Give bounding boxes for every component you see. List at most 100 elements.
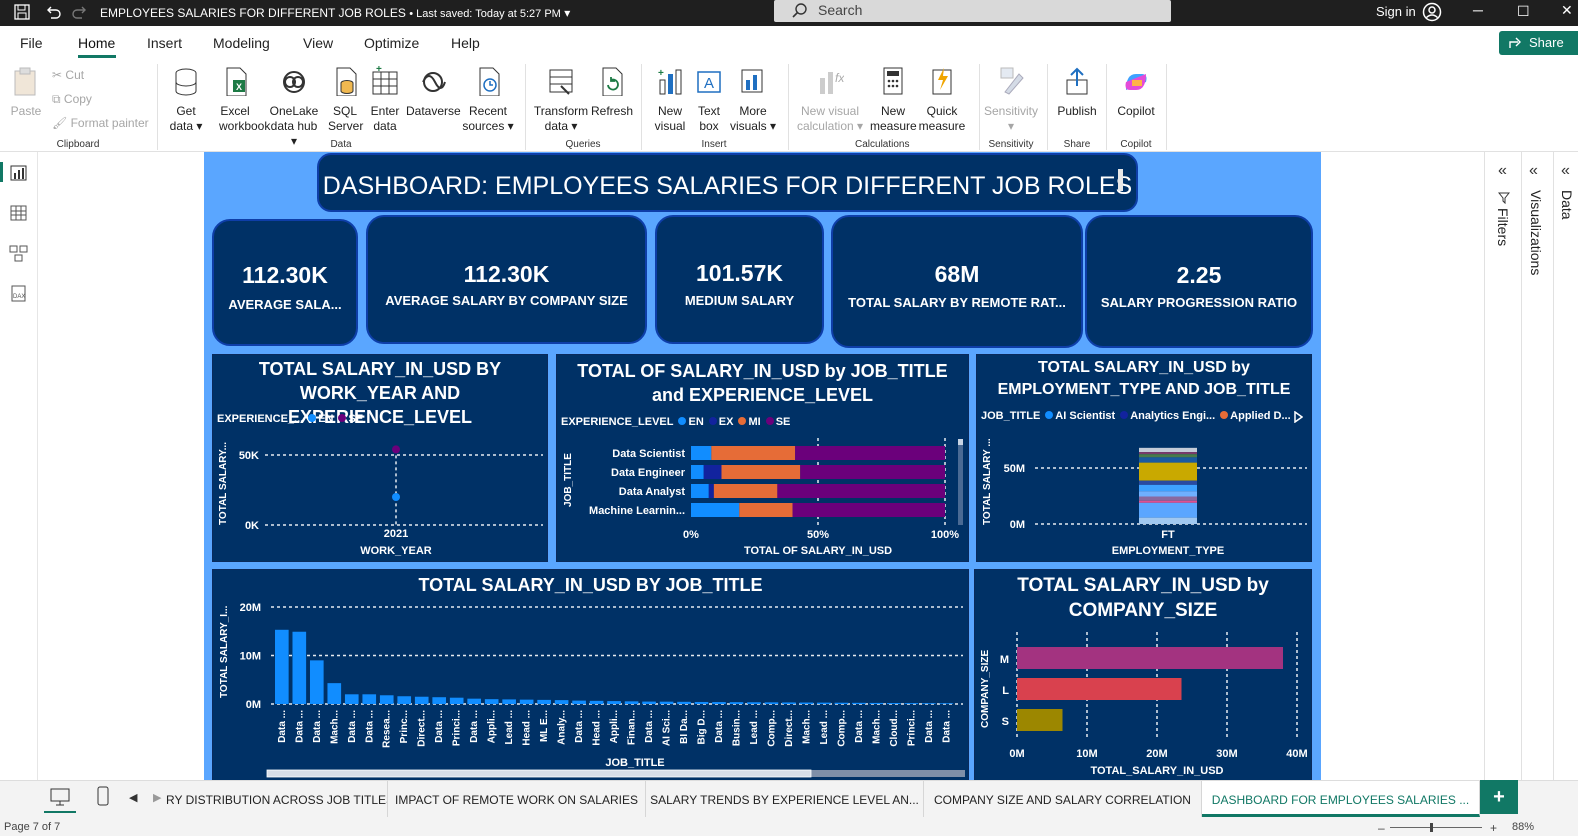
transform-data-button[interactable]: Transform data ▾ bbox=[533, 66, 589, 134]
chart-salary-by-job-title[interactable]: TOTAL SALARY_IN_USD BY JOB_TITLE 0M 10M 20… bbox=[212, 569, 969, 781]
stacked-segment[interactable] bbox=[1139, 496, 1197, 501]
sensitivity-button[interactable]: Sensitivity ▾ bbox=[983, 66, 1039, 134]
kpi-card-salary-progression-ratio[interactable]: 2.25 SALARY PROGRESSION RATIO bbox=[1085, 215, 1313, 348]
column-bar[interactable] bbox=[764, 702, 779, 704]
scrollbar-track[interactable] bbox=[958, 439, 963, 525]
new-measure-button[interactable]: New measure bbox=[870, 66, 917, 134]
column-bar[interactable] bbox=[694, 701, 709, 704]
bar-segment-se[interactable] bbox=[777, 484, 945, 498]
table-view-icon[interactable] bbox=[9, 204, 29, 222]
get-data-button[interactable]: Get data ▾ bbox=[166, 66, 206, 134]
data-point-SE[interactable] bbox=[392, 445, 400, 454]
bar-segment-se[interactable] bbox=[800, 465, 945, 479]
stacked-segment[interactable] bbox=[1139, 484, 1197, 492]
stacked-segment[interactable] bbox=[1139, 452, 1197, 455]
column-bar[interactable] bbox=[659, 701, 674, 704]
bar-segment-mi[interactable] bbox=[713, 484, 778, 498]
column-bar[interactable] bbox=[869, 702, 884, 704]
stacked-segment[interactable] bbox=[1139, 454, 1197, 458]
scrollbar-thumb[interactable] bbox=[266, 769, 812, 778]
new-visual-calculation-button[interactable]: fx New visual calculation ▾ bbox=[796, 66, 864, 134]
desktop-layout-icon[interactable] bbox=[50, 788, 70, 806]
quick-measure-button[interactable]: Quick measure bbox=[918, 66, 966, 134]
column-bar[interactable] bbox=[939, 703, 954, 704]
bar-segment-ex[interactable] bbox=[703, 465, 722, 479]
enter-data-button[interactable]: + Enter data bbox=[369, 64, 401, 134]
document-title[interactable]: EMPLOYEES SALARIES FOR DIFFERENT JOB ROL… bbox=[100, 6, 571, 20]
cut-button[interactable]: ✂ Cut bbox=[52, 68, 85, 82]
tab-salary-distribution[interactable]: RY DISTRIBUTION ACROSS JOB TITLES bbox=[166, 781, 388, 817]
excel-workbook-button[interactable]: X Excel workbook bbox=[219, 66, 270, 134]
filters-pane-label[interactable]: Filters bbox=[1495, 208, 1511, 247]
column-bar[interactable] bbox=[904, 703, 919, 704]
recent-sources-button[interactable]: Recent sources ▾ bbox=[462, 66, 514, 134]
column-bar[interactable] bbox=[642, 701, 656, 704]
stacked-segment[interactable] bbox=[1139, 457, 1197, 463]
column-bar[interactable] bbox=[817, 702, 831, 704]
copy-button[interactable]: ⧉ Copy bbox=[52, 92, 92, 106]
collapse-visualizations-icon[interactable]: « bbox=[1529, 162, 1538, 179]
add-page-button[interactable]: + bbox=[1480, 780, 1518, 814]
undo-icon[interactable] bbox=[45, 4, 61, 20]
tab-remote-work[interactable]: IMPACT OF REMOTE WORK ON SALARIES bbox=[388, 781, 646, 817]
account-icon[interactable] bbox=[1422, 2, 1442, 22]
publish-button[interactable]: Publish bbox=[1056, 66, 1098, 119]
column-chart-plot[interactable]: 0M 10M 20M Data ... Data ... Data ... Mach... D… bbox=[213, 570, 970, 782]
dataverse-button[interactable]: Dataverse bbox=[406, 66, 461, 119]
more-visuals-button[interactable]: More visuals ▾ bbox=[729, 66, 777, 134]
chart-salary-by-employment-type[interactable]: TOTAL SALARY_IN_USD by EMPLOYMENT_TYPE A… bbox=[976, 354, 1312, 562]
menu-help[interactable]: Help bbox=[451, 35, 480, 51]
onelake-button[interactable]: OneLake data hub ▾ bbox=[266, 66, 322, 149]
chart-salary-by-work-year[interactable]: TOTAL SALARY_IN_USD BY WORK_YEAR AND EXP… bbox=[212, 354, 548, 562]
redo-icon[interactable] bbox=[72, 4, 88, 20]
report-title-box[interactable]: DASHBOARD: EMPLOYEES SALARIES FOR DIFFER… bbox=[317, 153, 1138, 212]
bar-l[interactable] bbox=[1017, 678, 1182, 700]
bar-segment-en[interactable] bbox=[691, 446, 712, 460]
column-bar[interactable] bbox=[309, 660, 324, 704]
column-bar[interactable] bbox=[397, 696, 412, 704]
column-bar[interactable] bbox=[554, 700, 569, 704]
tab-next-icon[interactable]: ▶ bbox=[153, 792, 162, 804]
column-bar[interactable] bbox=[572, 700, 586, 704]
column-bar[interactable] bbox=[729, 702, 744, 704]
kpi-card-total-salary-by-remote-ratio[interactable]: 68M TOTAL SALARY BY REMOTE RAT... bbox=[831, 215, 1083, 348]
sign-in-button[interactable]: Sign in bbox=[1376, 4, 1416, 19]
bar-s[interactable] bbox=[1017, 709, 1063, 731]
bar-segment-se[interactable] bbox=[792, 503, 945, 517]
column-bar[interactable] bbox=[484, 699, 499, 704]
minimize-icon[interactable]: ─ bbox=[1473, 2, 1483, 18]
mobile-layout-icon[interactable] bbox=[97, 786, 109, 806]
bar-segment-en[interactable] bbox=[691, 503, 740, 517]
column-bar[interactable] bbox=[414, 696, 429, 704]
column-bar[interactable] bbox=[624, 701, 639, 704]
column-bar[interactable] bbox=[834, 702, 849, 704]
visualizations-pane-label[interactable]: Visualizations bbox=[1528, 190, 1544, 276]
column-bar[interactable] bbox=[449, 697, 464, 704]
bar-chart-plot[interactable]: 0M 10M 20M 30M 40M M L S TOTAL_SALARY_IN_USD COMP… bbox=[975, 570, 1313, 782]
stacked-segment[interactable] bbox=[1139, 491, 1197, 497]
column-bar[interactable] bbox=[782, 702, 796, 704]
stacked-segment[interactable] bbox=[1139, 517, 1197, 524]
menu-insert[interactable]: Insert bbox=[147, 35, 183, 51]
dax-query-view-icon[interactable]: DAX bbox=[9, 284, 29, 302]
stacked-column-plot[interactable]: 50M 0M FT EMPLOYMENT_TYPE TOTAL SALARY ... bbox=[977, 355, 1313, 563]
menu-optimize[interactable]: Optimize bbox=[364, 35, 420, 51]
column-bar[interactable] bbox=[589, 700, 604, 704]
new-visual-button[interactable]: + New visual bbox=[654, 66, 686, 134]
data-pane-label[interactable]: Data bbox=[1559, 190, 1575, 220]
refresh-button[interactable]: Refresh bbox=[591, 66, 633, 119]
sql-server-button[interactable]: SQL Server bbox=[328, 66, 363, 134]
share-button[interactable]: Share bbox=[1499, 31, 1578, 55]
paste-button[interactable]: Paste bbox=[8, 66, 44, 119]
bar-segment-en[interactable] bbox=[691, 484, 709, 498]
stacked-segment[interactable] bbox=[1139, 502, 1197, 518]
menu-view[interactable]: View bbox=[303, 35, 334, 51]
column-bar[interactable] bbox=[292, 631, 307, 704]
chart-salary-by-company-size[interactable]: TOTAL SALARY_IN_USD by COMPANY_SIZE 0M 10… bbox=[974, 569, 1312, 781]
data-point-EN[interactable] bbox=[392, 493, 400, 501]
tab-company-size[interactable]: COMPANY SIZE AND SALARY CORRELATION bbox=[924, 781, 1202, 817]
menu-file[interactable]: File bbox=[20, 35, 43, 51]
bar-segment-mi[interactable] bbox=[721, 465, 801, 479]
maximize-icon[interactable]: ☐ bbox=[1517, 3, 1530, 19]
scrollbar-thumb[interactable] bbox=[958, 439, 963, 445]
